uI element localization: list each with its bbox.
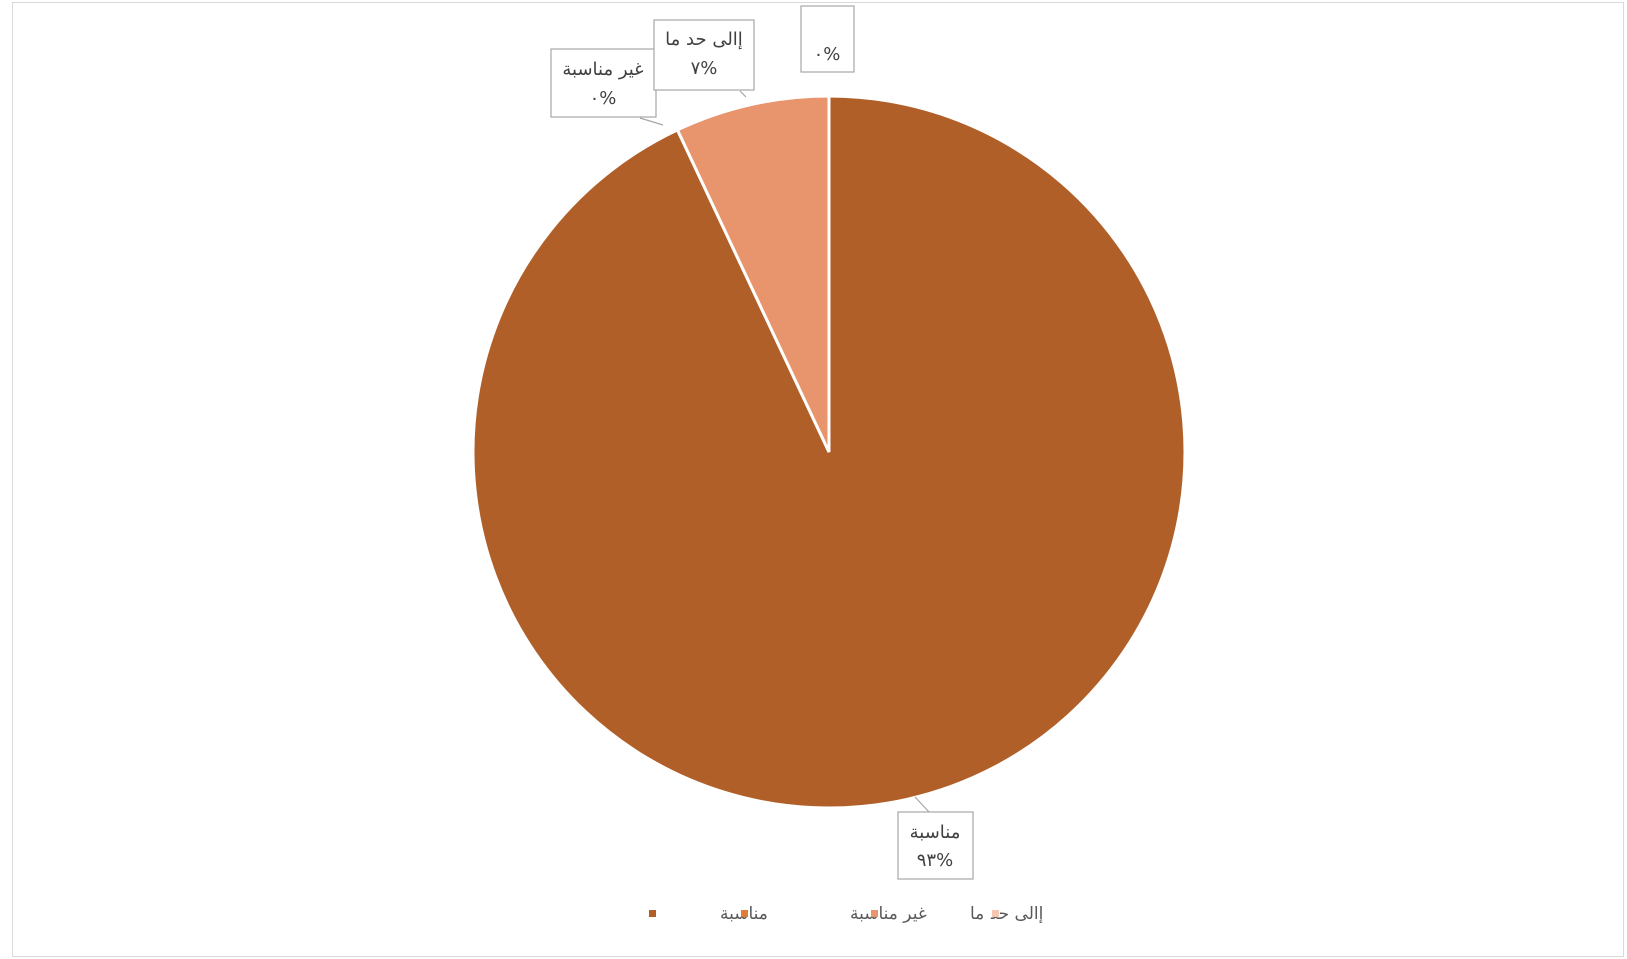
data-label-1-name: غير مناسبة bbox=[562, 59, 643, 80]
data-label-0: مناسبة %٩٣ bbox=[897, 811, 974, 880]
legend-swatch-2 bbox=[871, 910, 878, 917]
legend-swatch-0 bbox=[649, 910, 656, 917]
data-label-2-name: إالى حد ما bbox=[665, 29, 743, 50]
legend-swatch-3 bbox=[992, 910, 999, 917]
data-label-3: %٠ bbox=[800, 5, 855, 73]
leader-line-0 bbox=[914, 796, 931, 815]
data-label-3-pct: %٠ bbox=[814, 44, 841, 65]
legend: مناسبة غير مناسبة إالى حد ما bbox=[649, 904, 1043, 924]
legend-label-2: إالى حد ما bbox=[970, 904, 1043, 924]
data-label-1-pct: %٠ bbox=[590, 88, 617, 109]
leader-line-1 bbox=[639, 117, 664, 126]
data-label-0-pct: %٩٣ bbox=[917, 850, 953, 871]
legend-label-1: غير مناسبة bbox=[850, 904, 927, 924]
pie-slice-2 bbox=[675, 94, 831, 453]
data-label-1: غير مناسبة %٠ bbox=[550, 48, 657, 118]
data-label-2: إالى حد ما %٧ bbox=[653, 19, 755, 91]
pie-slices bbox=[471, 94, 1187, 810]
leader-line-2 bbox=[739, 90, 747, 98]
data-label-0-name: مناسبة bbox=[910, 822, 961, 843]
legend-swatch-1 bbox=[741, 910, 748, 917]
data-label-2-pct: %٧ bbox=[691, 58, 718, 79]
